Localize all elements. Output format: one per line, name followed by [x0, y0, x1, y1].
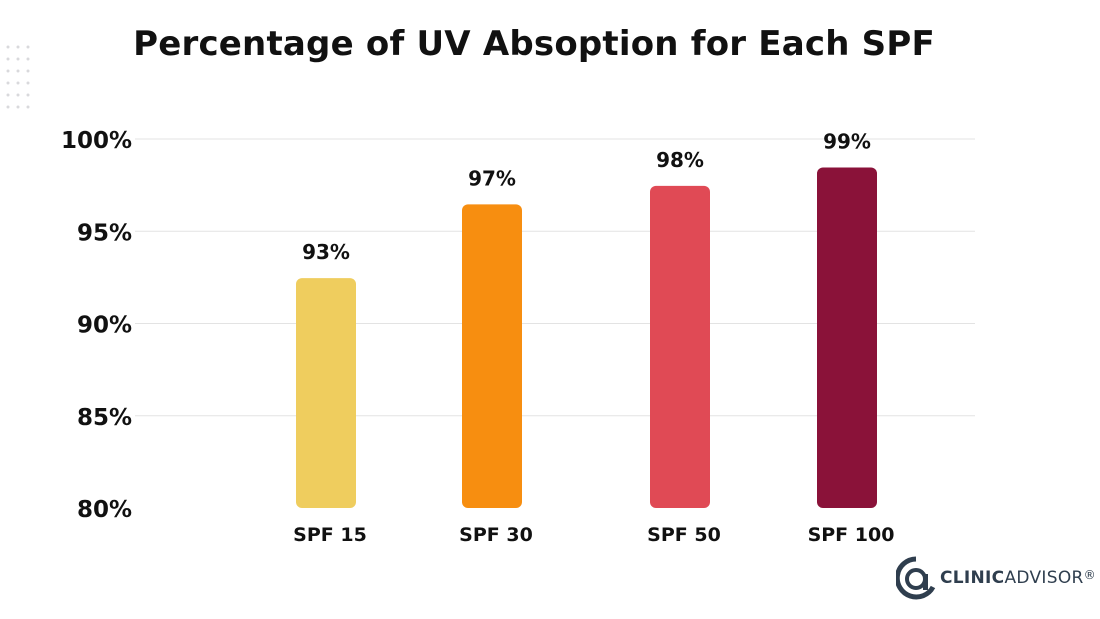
clinic-advisor-logo: CLINICADVISOR® [896, 556, 1096, 602]
clinic-advisor-logo-icon [896, 556, 936, 600]
brand-registered: ® [1083, 568, 1096, 582]
data-label: 97% [468, 166, 516, 190]
data-label: 99% [823, 129, 871, 153]
x-tick-label: SPF 30 [459, 524, 533, 546]
clinic-advisor-wordmark: CLINICADVISOR® [940, 568, 1096, 588]
bar [650, 185, 710, 508]
y-tick-label: 100% [61, 128, 132, 154]
x-tick-label: SPF 100 [808, 524, 895, 546]
x-tick-label: SPF 50 [647, 524, 721, 546]
brand-light: ADVISOR [1004, 568, 1084, 588]
brand-bold: CLINIC [940, 568, 1005, 588]
bar [462, 204, 522, 508]
y-tick-label: 85% [77, 405, 132, 431]
x-tick-label: SPF 15 [293, 524, 367, 546]
data-label: 93% [302, 240, 350, 264]
bar [296, 278, 356, 508]
y-tick-label: 80% [77, 497, 132, 523]
bar [817, 167, 877, 508]
chart-title: Percentage of UV Absoption for Each SPF [133, 24, 935, 64]
data-label: 98% [656, 148, 704, 172]
y-tick-label: 95% [77, 220, 132, 246]
decorative-dots [6, 45, 30, 109]
y-tick-label: 90% [77, 313, 132, 339]
